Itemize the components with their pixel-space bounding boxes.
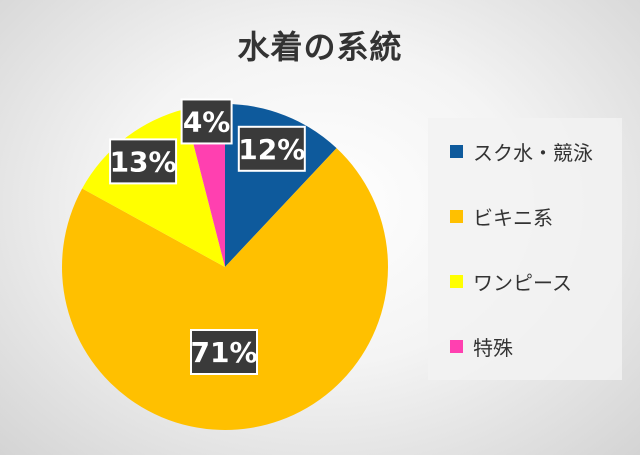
legend-item-0: スク水・競泳 <box>450 138 593 165</box>
data-label-text: 4% <box>183 105 231 138</box>
data-label-box <box>109 138 178 185</box>
legend-swatch <box>450 274 463 288</box>
chart-title: 水着の系統 <box>237 28 403 66</box>
pie-data-labels: 12% 71% 13%4% <box>109 98 306 375</box>
legend-swatch <box>450 339 463 353</box>
legend-label: ビキニ系 <box>473 205 553 230</box>
legend-item-2: ワンピース <box>450 268 572 295</box>
pie-slice-special <box>184 104 225 267</box>
data-label-text: 13% <box>110 145 177 178</box>
data-label-box <box>237 125 306 172</box>
data-label-box <box>190 329 258 375</box>
data-label-special: 4% <box>180 98 233 145</box>
legend-item-1: ビキニ系 <box>450 203 553 230</box>
data-label-text: 12% <box>238 133 305 166</box>
data-label-bikini: 71% <box>190 329 258 375</box>
legend-swatch <box>450 144 463 158</box>
legend-label: スク水・競泳 <box>473 140 593 165</box>
legend-swatch <box>450 209 463 223</box>
chart-legend: スク水・競泳 ビキニ系 ワンピース 特殊 <box>428 118 622 380</box>
data-label-box <box>180 98 233 145</box>
legend-label: 特殊 <box>473 335 513 360</box>
data-label-swimsuit-competitive: 12% <box>237 125 306 172</box>
legend-label: ワンピース <box>473 270 572 295</box>
data-label-one-piece: 13% <box>109 138 178 185</box>
legend-item-3: 特殊 <box>450 333 513 360</box>
pie-slice-bikini <box>62 148 388 431</box>
data-label-text: 71% <box>190 336 257 369</box>
